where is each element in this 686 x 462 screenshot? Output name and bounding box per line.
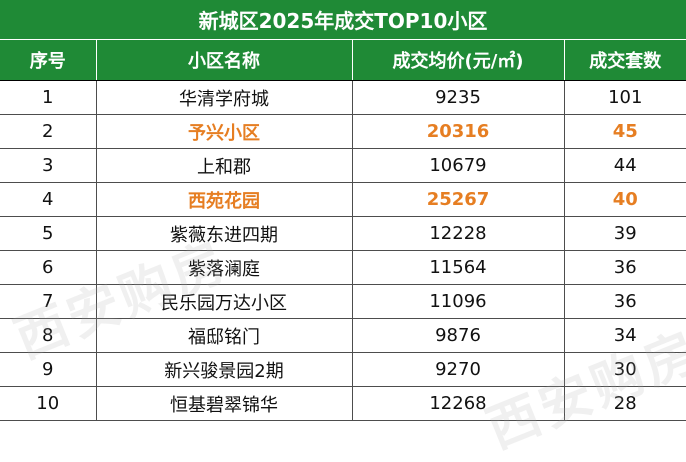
price-cell: 12228 bbox=[351, 216, 565, 251]
count-cell: 36 bbox=[563, 284, 686, 319]
count-cell: 39 bbox=[563, 216, 686, 251]
count-cell: 101 bbox=[563, 80, 686, 115]
ranking-table: 序号 小区名称 成交均价(元/㎡) 成交套数 1 华清学府城 9235 101 … bbox=[0, 40, 686, 421]
table-row: 1 华清学府城 9235 101 bbox=[0, 80, 686, 115]
rank-cell: 9 bbox=[0, 352, 97, 387]
name-cell: 华清学府城 bbox=[95, 80, 353, 115]
count-cell: 30 bbox=[563, 352, 686, 387]
count-cell: 34 bbox=[563, 318, 686, 353]
count-cell: 45 bbox=[563, 114, 686, 149]
name-cell: 紫落澜庭 bbox=[95, 250, 353, 285]
price-cell: 12268 bbox=[351, 386, 565, 421]
table-row: 3 上和郡 10679 44 bbox=[0, 148, 686, 183]
name-cell: 福邸铭门 bbox=[95, 318, 353, 353]
name-cell: 西苑花园 bbox=[95, 182, 353, 217]
count-cell: 36 bbox=[563, 250, 686, 285]
rank-cell: 3 bbox=[0, 148, 97, 183]
rank-cell: 8 bbox=[0, 318, 97, 353]
table-row: 8 福邸铭门 9876 34 bbox=[0, 318, 686, 353]
header-count: 成交套数 bbox=[564, 40, 686, 81]
name-cell: 恒基碧翠锦华 bbox=[95, 386, 353, 421]
price-cell: 9270 bbox=[351, 352, 565, 387]
price-cell: 25267 bbox=[351, 182, 565, 217]
rank-cell: 6 bbox=[0, 250, 97, 285]
table-row: 7 民乐园万达小区 11096 36 bbox=[0, 284, 686, 319]
rank-cell: 1 bbox=[0, 80, 97, 115]
table-row-highlighted: 4 西苑花园 25267 40 bbox=[0, 182, 686, 217]
rank-cell: 4 bbox=[0, 182, 97, 217]
table-row: 9 新兴骏景园2期 9270 30 bbox=[0, 352, 686, 387]
count-cell: 28 bbox=[563, 386, 686, 421]
price-cell: 20316 bbox=[351, 114, 565, 149]
header-name: 小区名称 bbox=[96, 40, 353, 81]
name-cell: 民乐园万达小区 bbox=[95, 284, 353, 319]
table-row: 6 紫落澜庭 11564 36 bbox=[0, 250, 686, 285]
count-cell: 44 bbox=[563, 148, 686, 183]
table-title: 新城区2025年成交TOP10小区 bbox=[0, 0, 686, 40]
count-cell: 40 bbox=[563, 182, 686, 217]
rank-cell: 7 bbox=[0, 284, 97, 319]
rank-cell: 5 bbox=[0, 216, 97, 251]
table-row: 10 恒基碧翠锦华 12268 28 bbox=[0, 386, 686, 421]
price-cell: 11096 bbox=[351, 284, 565, 319]
rank-cell: 10 bbox=[0, 386, 97, 421]
price-cell: 9876 bbox=[351, 318, 565, 353]
price-cell: 10679 bbox=[351, 148, 565, 183]
table-row: 5 紫薇东进四期 12228 39 bbox=[0, 216, 686, 251]
table-row-highlighted: 2 予兴小区 20316 45 bbox=[0, 114, 686, 149]
header-rank: 序号 bbox=[0, 40, 97, 81]
name-cell: 新兴骏景园2期 bbox=[95, 352, 353, 387]
name-cell: 上和郡 bbox=[95, 148, 353, 183]
name-cell: 予兴小区 bbox=[95, 114, 353, 149]
price-cell: 9235 bbox=[351, 80, 565, 115]
rank-cell: 2 bbox=[0, 114, 97, 149]
header-price: 成交均价(元/㎡) bbox=[352, 40, 565, 81]
name-cell: 紫薇东进四期 bbox=[95, 216, 353, 251]
price-cell: 11564 bbox=[351, 250, 565, 285]
header-row: 序号 小区名称 成交均价(元/㎡) 成交套数 bbox=[0, 40, 686, 81]
